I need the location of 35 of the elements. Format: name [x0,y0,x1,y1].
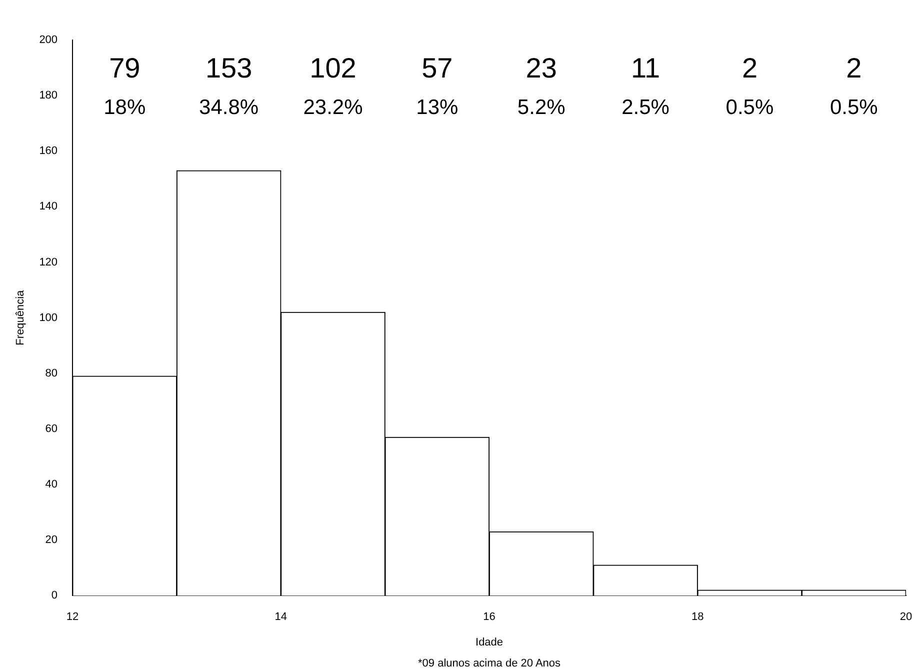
y-tick-label: 120 [39,256,58,268]
annotation: 0.5% [726,96,774,119]
annotation: 57 [422,52,453,84]
y-tick-label: 20 [45,534,58,546]
y-tick-label: 100 [39,312,58,324]
annotation: 79 [109,52,140,84]
annotation: 2.5% [622,96,670,119]
y-tick-label: 0 [51,590,58,602]
annotation: 23 [526,52,557,84]
annotation: 0.5% [830,96,878,119]
annotation: 13% [416,96,458,119]
x-tick-label: 20 [900,611,912,624]
y-tick-label: 180 [39,90,58,102]
y-axis-title: Frequência [14,289,27,346]
annotation: 11 [631,52,660,84]
annotation: 102 [310,52,356,84]
annotation: 153 [205,52,252,84]
y-tick-label: 60 [45,422,58,435]
annotation: 2 [846,52,862,84]
y-tick-label: 80 [45,367,58,380]
x-tick-label: 12 [66,611,79,624]
y-tick-label: 140 [39,200,58,213]
x-tick-label: 18 [692,611,704,624]
y-tick-label: 40 [45,478,58,491]
x-tick-label: 14 [274,611,288,624]
text: *09 alunos acima de 20 Anos [418,658,562,670]
x-tick-label: 16 [483,611,496,624]
x-axis-title: Idade [476,636,504,648]
annotation: 18% [104,96,146,119]
annotation: 34.8% [199,96,259,119]
y-tick-label: 200 [39,34,58,46]
annotation: 2 [742,52,758,84]
annotation: 23.2% [303,96,363,119]
y-tick-label: 160 [39,145,58,158]
annotation: 5.2% [517,96,566,119]
